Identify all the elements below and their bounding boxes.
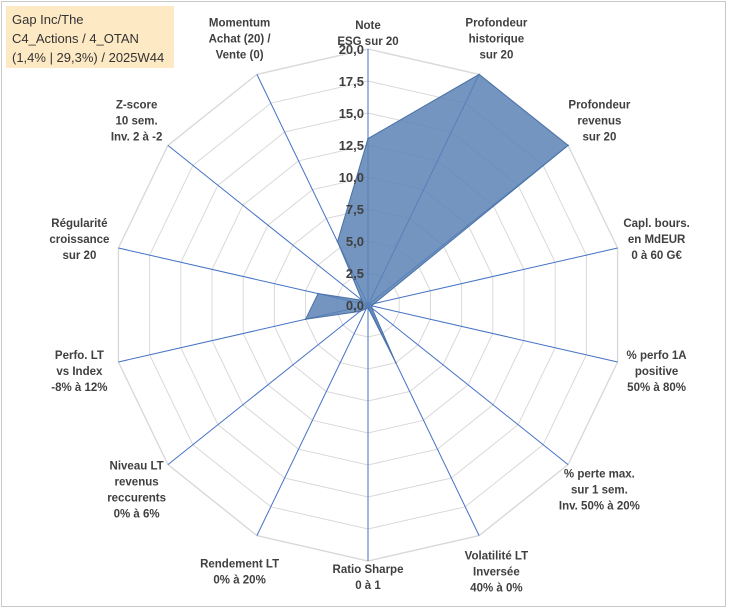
axis-label-line: Z-score: [116, 99, 158, 111]
chart-title-box: Gap Inc/The C4_Actions / 4_OTAN (1,4% | …: [6, 6, 174, 68]
axis-label-line: positive: [635, 366, 678, 378]
axis-label-line: % perfo 1A: [627, 350, 687, 362]
axis-label-line: Profondeur: [465, 17, 527, 29]
axis-label-line: sur 1 sem.: [571, 485, 628, 497]
data-point: [361, 299, 363, 302]
chart-title-line-3: (1,4% | 29,3%) / 2025W44: [12, 50, 165, 65]
axis-label-line: ESG sur 20: [337, 36, 398, 48]
tick-label: 0,0: [346, 298, 364, 313]
axis-label-line: Inv. 50% à 20%: [559, 501, 640, 513]
axis-label-line: Vente (0): [216, 49, 264, 61]
axis-spoke: [367, 304, 618, 363]
axis-label: Régularité croissance sur 20: [49, 218, 109, 262]
axis-label-line: reccurents: [107, 493, 166, 505]
axis-label: Note ESG sur 20: [337, 20, 398, 48]
axis-label-line: 0 à 1: [355, 580, 381, 592]
data-point: [478, 73, 480, 76]
data-point: [567, 144, 569, 147]
axis-label-line: sur 20: [479, 49, 513, 61]
axis-label: % perfo 1A positive 50% à 80%: [627, 350, 687, 394]
axis-label-line: sur 20: [582, 131, 616, 143]
axis-spoke: [256, 304, 369, 536]
radar-tick-labels: 0,0 2,5 5,0 7,5 10,0 12,5 15,0 17,5 20,0: [339, 42, 364, 313]
data-point: [371, 307, 373, 310]
axis-label-line: Profondeur: [568, 99, 630, 111]
axis-label-line: Momentum: [209, 17, 270, 29]
axis-spoke: [167, 304, 369, 465]
axis-label-line: Perfo. LT: [55, 350, 104, 362]
axis-label-line: Ratio Sharpe: [333, 564, 404, 576]
axis-label: Profondeur revenus sur 20: [568, 99, 630, 143]
axis-label: Profondeur historique sur 20: [465, 17, 527, 61]
axis-label: Rendement LT 0% à 20%: [200, 559, 279, 587]
axis-label-line: Volatilité LT: [465, 551, 528, 563]
data-point: [367, 306, 369, 309]
axis-label: Ratio Sharpe 0 à 1: [333, 564, 404, 592]
axis-label-line: 0 à 60 G€: [631, 250, 682, 262]
axis-label-line: vs Index: [56, 366, 103, 378]
data-point: [336, 240, 339, 243]
radar-series: [304, 73, 569, 364]
tick-label: 2,5: [346, 266, 364, 281]
tick-label: 10,0: [339, 170, 364, 185]
axis-label-line: Régularité: [51, 218, 107, 230]
axis-label-line: croissance: [49, 234, 109, 246]
chart-title-line-2: C4_Actions / 4_OTAN: [12, 31, 139, 46]
axis-label-line: revenus: [115, 477, 159, 489]
axis-label-line: Rendement LT: [200, 559, 279, 571]
axis-label-line: Niveau LT: [110, 461, 164, 473]
axis-label: Capl. bours. en MdEUR 0 à 60 G€: [623, 218, 689, 262]
tick-label: 5,0: [346, 234, 364, 249]
axis-label-line: 40% à 0%: [470, 583, 522, 595]
radar-axis-labels: Note ESG sur 20 Profondeur historique sur 20…: [49, 17, 689, 594]
data-point: [317, 292, 319, 295]
data-point: [370, 305, 373, 307]
axis-label-line: sur 20: [62, 250, 96, 262]
axis-label: Z-score 10 sem. Inv. 2 à -2: [111, 99, 163, 143]
axis-label-line: Capl. bours.: [623, 218, 689, 230]
axis-label-line: % perte max.: [564, 469, 635, 481]
data-point: [304, 318, 307, 321]
axis-label-line: en MdEUR: [628, 234, 686, 246]
data-point: [359, 310, 361, 313]
axis-label-line: Achat (20) /: [209, 33, 272, 45]
data-point: [373, 302, 376, 305]
axis-spoke: [367, 247, 618, 306]
axis-label: Perfo. LT vs Index -8% à 12%: [51, 350, 107, 394]
axis-label-line: historique: [469, 33, 525, 45]
axis-label: Momentum Achat (20) / Vente (0): [209, 17, 272, 61]
chart-title-line-1: Gap Inc/The: [12, 12, 84, 27]
data-point: [395, 361, 397, 364]
axis-label-line: 0% à 6%: [114, 509, 160, 521]
tick-label: 20,0: [339, 42, 364, 57]
axis-label: Volatilité LT Inversée 40% à 0%: [465, 551, 528, 595]
tick-label: 7,5: [346, 202, 364, 217]
axis-label-line: 50% à 80%: [627, 382, 686, 394]
tick-label: 15,0: [339, 106, 364, 121]
data-point: [365, 307, 368, 310]
axis-label-line: -8% à 12%: [51, 382, 107, 394]
axis-label-line: Inv. 2 à -2: [111, 131, 163, 143]
axis-spoke: [367, 304, 569, 465]
axis-label: Niveau LT revenus reccurents 0% à 6%: [107, 461, 166, 521]
data-point: [367, 137, 369, 140]
axis-label-line: revenus: [577, 115, 621, 127]
axis-label-line: Note: [355, 20, 381, 32]
tick-label: 17,5: [339, 74, 364, 89]
axis-label-line: Inversée: [473, 567, 520, 579]
axis-label-line: 10 sem.: [115, 115, 157, 127]
tick-label: 12,5: [339, 138, 364, 153]
axis-label: % perte max. sur 1 sem. Inv. 50% à 20%: [559, 469, 640, 513]
axis-spoke: [167, 145, 369, 306]
axis-label-line: 0% à 20%: [213, 575, 265, 587]
